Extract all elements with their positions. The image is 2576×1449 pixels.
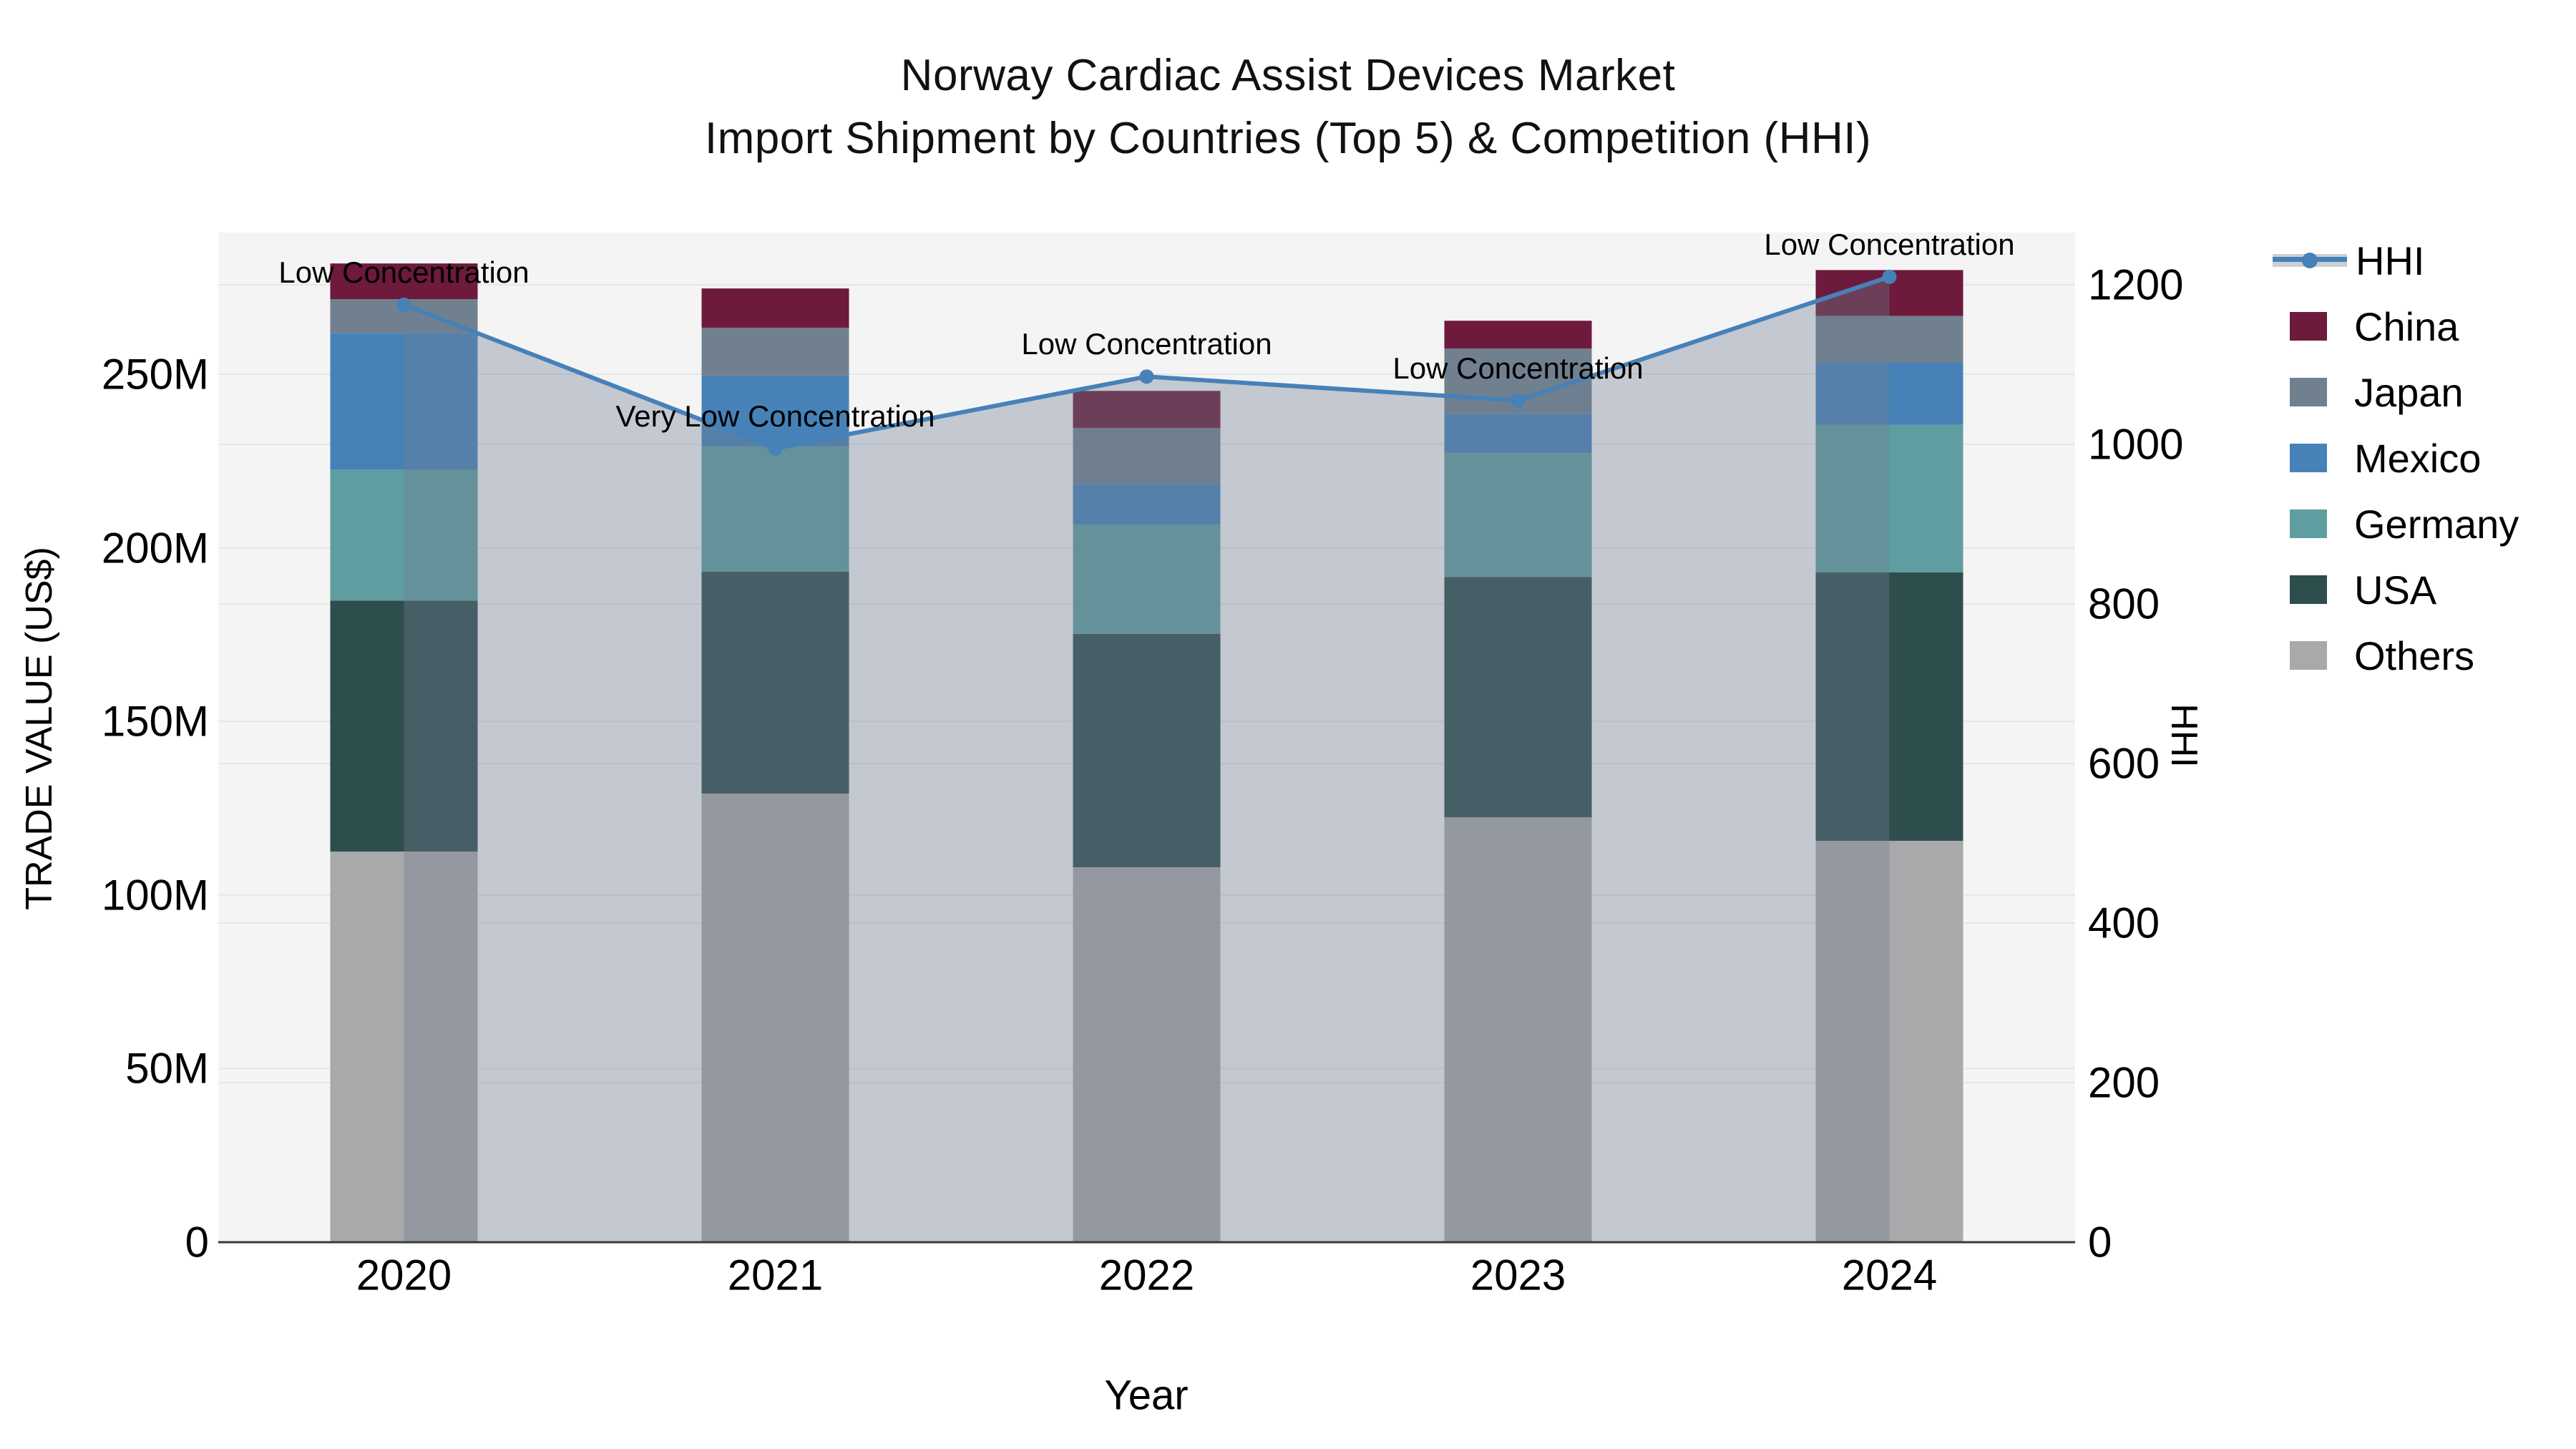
- legend-swatch-usa: [2290, 575, 2327, 604]
- bar-segment-2020-usa: [330, 600, 478, 852]
- x-tick-2023: 2023: [1470, 1251, 1566, 1299]
- legend-label-hhi: HHI: [2356, 238, 2425, 283]
- legend-swatch-japan: [2290, 378, 2327, 406]
- legend-swatch-mexico: [2290, 444, 2327, 472]
- legend-swatch-germany: [2290, 509, 2327, 538]
- x-tick-2021: 2021: [727, 1251, 824, 1299]
- bar-segment-2022-germany: [1073, 525, 1221, 634]
- bar-segment-2024-mexico: [1815, 362, 1963, 425]
- bar-segment-2021-japan: [701, 327, 849, 376]
- annotation-2023: Low Concentration: [1392, 351, 1644, 385]
- bar-segment-2024-japan: [1815, 316, 1963, 363]
- legend-label-mexico: Mexico: [2354, 435, 2482, 481]
- legend-item-others[interactable]: Others: [2273, 623, 2519, 688]
- hhi-marker-sample: [2302, 253, 2318, 268]
- bar-segment-2023-usa: [1444, 577, 1592, 818]
- annotation-2020: Low Concentration: [278, 255, 530, 289]
- legend-item-mexico[interactable]: Mexico: [2273, 425, 2519, 491]
- bar-segment-2023-mexico: [1444, 414, 1592, 454]
- bar-segment-2022-china: [1073, 391, 1221, 429]
- legend-item-japan[interactable]: Japan: [2273, 359, 2519, 425]
- bar-segment-2020-germany: [330, 469, 478, 601]
- bar-segment-2022-mexico: [1073, 484, 1221, 525]
- hhi-marker-2020: [396, 297, 411, 312]
- legend-item-usa[interactable]: USA: [2273, 557, 2519, 623]
- y-left-tick-150M: 150M: [101, 697, 209, 746]
- bar-segment-2022-usa: [1073, 633, 1221, 867]
- hhi-marker-2024: [1882, 269, 1897, 284]
- bar-segment-2022-others: [1073, 867, 1221, 1242]
- legend: HHI China Japan Mexico Germany USA Others: [2273, 228, 2519, 688]
- bar-segment-2021-others: [701, 794, 849, 1242]
- annotation-2021: Very Low Concentration: [615, 399, 935, 433]
- legend-label-usa: USA: [2354, 567, 2437, 613]
- legend-item-china[interactable]: China: [2273, 293, 2519, 359]
- x-tick-2020: 2020: [356, 1251, 452, 1299]
- legend-label-china: China: [2354, 303, 2459, 349]
- hhi-marker-2023: [1511, 393, 1526, 408]
- bar-segment-2021-china: [701, 288, 849, 328]
- bar-segment-2023-others: [1444, 817, 1592, 1242]
- legend-label-germany: Germany: [2354, 501, 2519, 547]
- chart-title: Norway Cardiac Assist Devices Market Imp…: [0, 44, 2576, 170]
- hhi-marker-2021: [768, 441, 783, 456]
- annotation-2024: Low Concentration: [1764, 227, 2015, 261]
- hhi-area-fill: [404, 276, 1890, 1242]
- x-tick-2024: 2024: [1841, 1251, 1938, 1299]
- y-right-tick-1000: 1000: [2088, 420, 2184, 469]
- bar-segment-2023-china: [1444, 321, 1592, 349]
- bar-segment-2020-mexico: [330, 333, 478, 470]
- hhi-marker-2022: [1139, 369, 1154, 384]
- y-left-tick-250M: 250M: [101, 350, 209, 399]
- y-right-tick-400: 400: [2088, 899, 2160, 947]
- y-right-tick-200: 200: [2088, 1058, 2160, 1107]
- y-right-tick-1200: 1200: [2088, 260, 2184, 309]
- legend-item-hhi[interactable]: HHI: [2273, 228, 2519, 293]
- bar-segment-2022-japan: [1073, 428, 1221, 484]
- bar-segment-2023-germany: [1444, 453, 1592, 577]
- chart-title-line1: Norway Cardiac Assist Devices Market: [900, 51, 1676, 100]
- legend-swatch-china: [2290, 312, 2327, 341]
- hhi-line-legend-icon: [2273, 245, 2347, 276]
- y-left-tick-50M: 50M: [125, 1044, 209, 1093]
- legend-label-others: Others: [2354, 633, 2475, 678]
- x-tick-2022: 2022: [1098, 1251, 1195, 1299]
- bar-segment-2021-germany: [701, 446, 849, 572]
- chart-title-line2: Import Shipment by Countries (Top 5) & C…: [704, 114, 1872, 164]
- y-axis-title-right: HHI: [2163, 703, 2205, 768]
- legend-swatch-others: [2290, 641, 2327, 670]
- bar-segment-2024-usa: [1815, 572, 1963, 841]
- bar-segment-2020-china: [330, 263, 478, 300]
- bar-segment-2024-others: [1815, 841, 1963, 1242]
- y-left-tick-200M: 200M: [101, 524, 209, 572]
- bar-segment-2021-usa: [701, 572, 849, 794]
- legend-label-japan: Japan: [2354, 369, 2464, 415]
- y-left-tick-0: 0: [185, 1218, 209, 1267]
- y-right-tick-0: 0: [2088, 1218, 2112, 1267]
- y-right-tick-800: 800: [2088, 580, 2160, 628]
- x-axis-title: Year: [1104, 1372, 1189, 1419]
- bar-segment-2021-mexico: [701, 375, 849, 447]
- legend-item-germany[interactable]: Germany: [2273, 491, 2519, 557]
- y-left-tick-100M: 100M: [101, 871, 209, 919]
- y-right-tick-600: 600: [2088, 739, 2160, 788]
- bar-segment-2024-germany: [1815, 424, 1963, 573]
- annotation-2022: Low Concentration: [1021, 327, 1272, 361]
- bar-segment-2020-others: [330, 852, 478, 1242]
